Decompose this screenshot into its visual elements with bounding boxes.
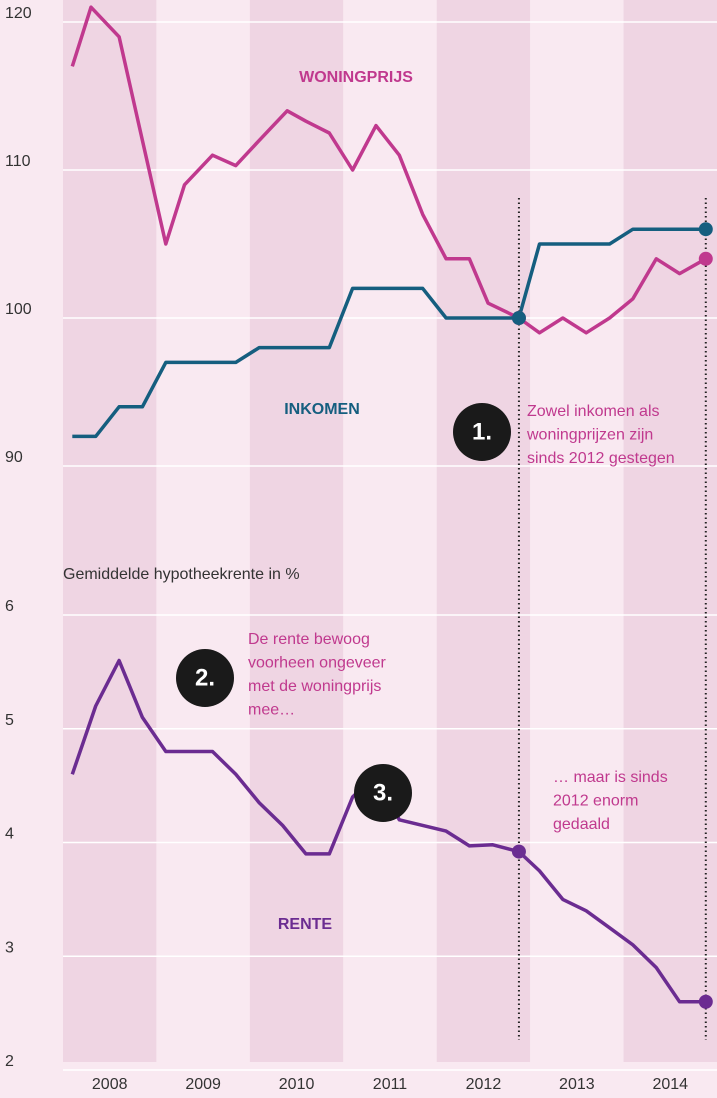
annotation-text: gedaald	[553, 816, 610, 833]
y-tick-label: 3	[5, 939, 14, 956]
x-tick-label: 2012	[466, 1076, 502, 1093]
year-band	[156, 0, 250, 1062]
x-tick-label: 2008	[92, 1076, 128, 1093]
highlight-dot	[698, 222, 713, 237]
annotation-number: 2.	[195, 664, 215, 691]
series-line	[70, 5, 707, 335]
x-tick-label: 2010	[279, 1076, 315, 1093]
y-tick-label: 110	[5, 153, 31, 170]
highlight-dot	[698, 251, 713, 266]
highlight-dot	[698, 994, 713, 1009]
y-tick-label: 4	[5, 826, 14, 843]
y-tick-label: 90	[5, 449, 23, 466]
year-band	[436, 0, 531, 1062]
year-band	[249, 0, 344, 1062]
series-label: RENTE	[278, 916, 333, 933]
annotation-badge	[176, 649, 234, 707]
highlight-dot	[511, 311, 526, 325]
year-band	[530, 0, 624, 1062]
x-tick-label: 2014	[652, 1076, 688, 1093]
annotation-text: De rente bewoog	[248, 631, 370, 648]
y-tick-label: 120	[5, 5, 32, 22]
highlight-dot	[511, 844, 526, 859]
annotation-text: sinds 2012 gestegen	[527, 450, 675, 467]
annotation-number: 3.	[373, 779, 393, 806]
y-tick-label: 6	[5, 598, 14, 615]
series-label: WONINGPRIJS	[299, 69, 413, 86]
y-tick-label: 100	[5, 301, 32, 318]
annotation-text: mee…	[248, 702, 295, 719]
x-tick-label: 2013	[559, 1076, 595, 1093]
year-band	[343, 0, 437, 1062]
annotation-text: woningprijzen zijn	[526, 427, 653, 444]
x-tick-label: 2009	[185, 1076, 221, 1093]
annotation-text: voorheen ongeveer	[248, 655, 387, 672]
year-band	[623, 0, 717, 1062]
annotation-text: Zowel inkomen als	[527, 403, 660, 420]
annotation-number: 1.	[472, 418, 492, 445]
series-label: INKOMEN	[284, 401, 360, 418]
year-band	[63, 0, 157, 1062]
series-line	[72, 227, 706, 439]
y-tick-label: 5	[5, 712, 14, 729]
y-tick-label: 2	[5, 1053, 14, 1070]
x-tick-label: 2011	[373, 1076, 408, 1093]
y-axis-label: Gemiddelde hypotheekrente in %	[63, 566, 300, 583]
annotation-text: 2012 enorm	[553, 793, 638, 810]
annotation-badge	[453, 403, 511, 461]
annotation-text: … maar is sinds	[553, 769, 668, 786]
annotation-badge	[354, 764, 412, 822]
annotation-text: met de woningprijs	[248, 678, 381, 695]
